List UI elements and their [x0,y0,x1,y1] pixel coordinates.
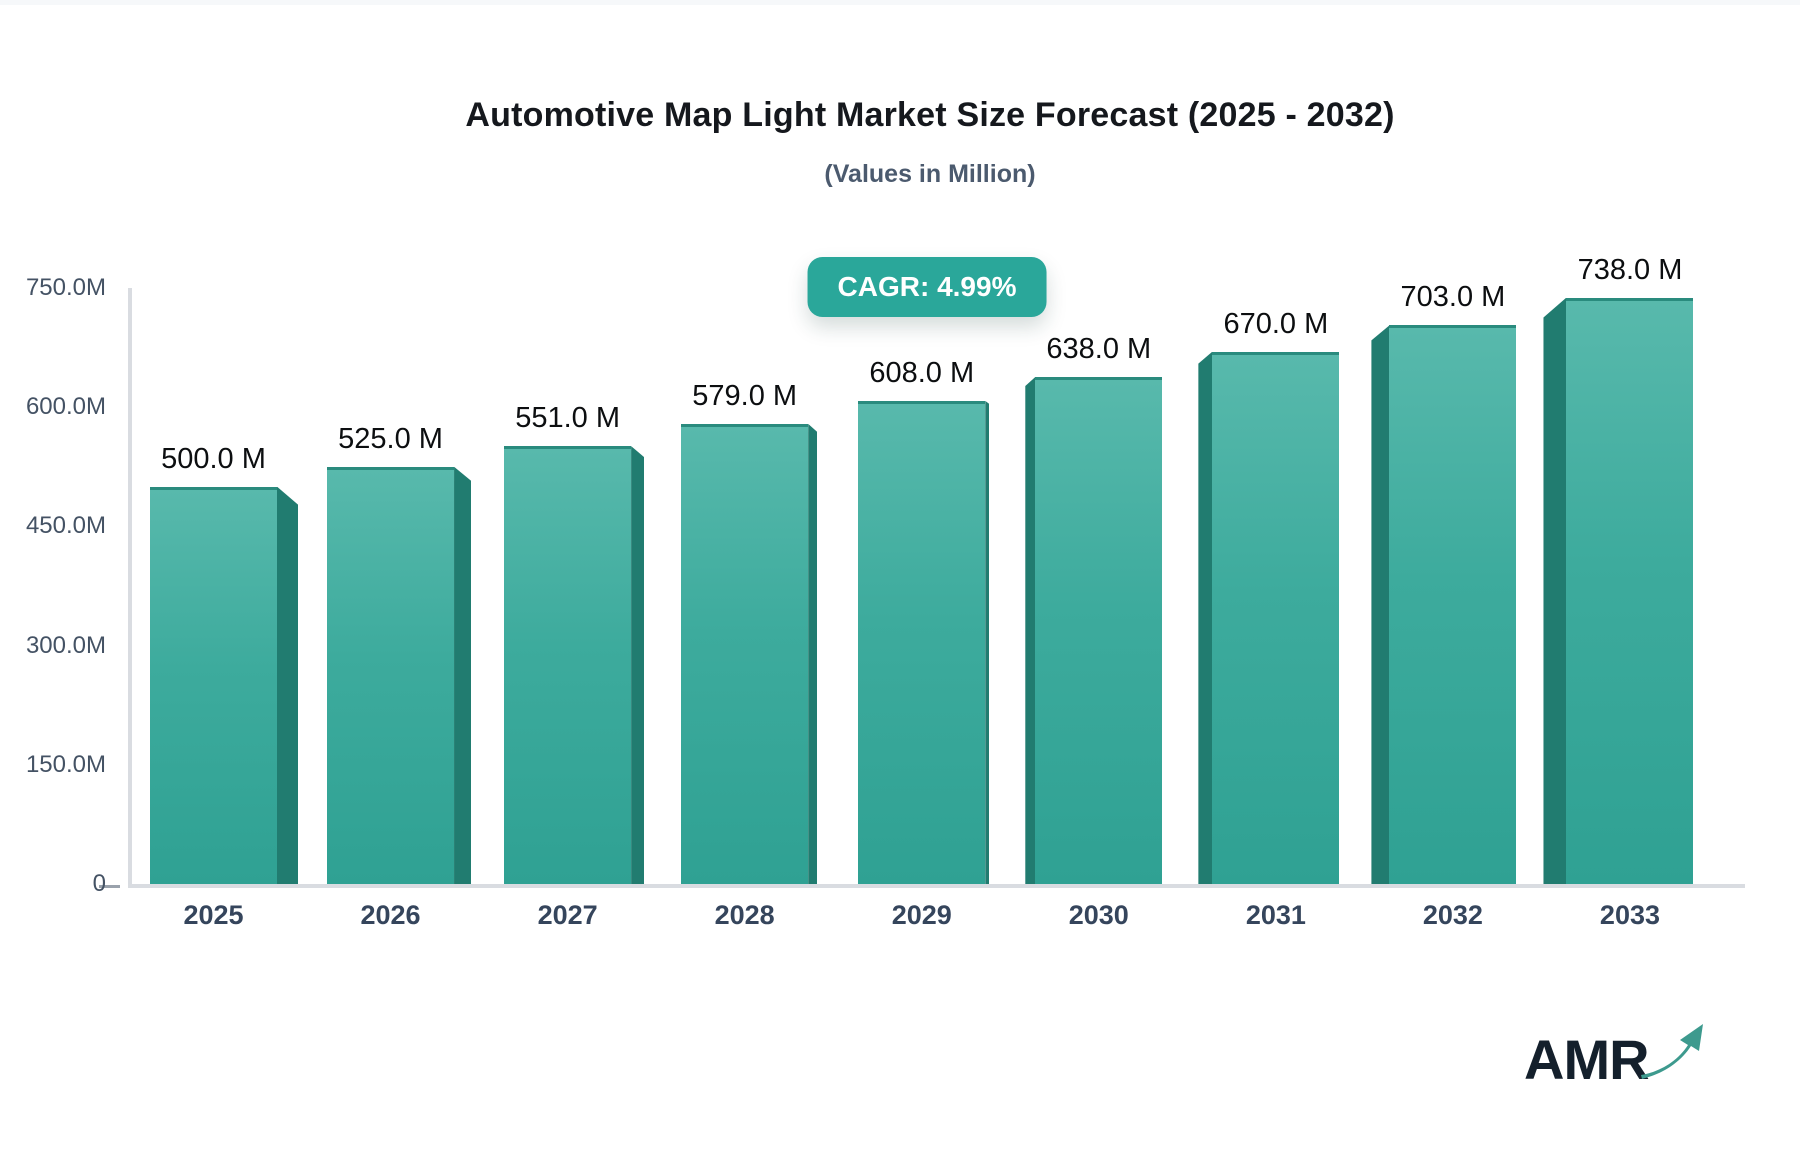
y-tick-label: 150.0M [25,750,106,778]
x-tick-label: 2028 [714,900,775,930]
x-tick-label: 2031 [1245,900,1306,930]
y-axis-line [128,288,132,888]
bar [681,423,809,884]
bar-side-face [1025,377,1036,884]
y-tick-label: 600.0M [25,393,106,421]
x-tick-label: 2026 [360,900,421,930]
x-axis-line [128,884,1745,888]
chart-title: Automotive Map Light Market Size Forecas… [465,96,1395,134]
y-tick-label: 300.0M [25,631,106,659]
bar [1212,351,1340,884]
bar-side-face [631,446,645,884]
chart-subtitle: (Values in Million) [824,160,1036,188]
bar-side-face [454,466,472,884]
bar [1035,377,1163,884]
y-tick-label: 0 [92,870,106,897]
growth-arrow-icon [1639,1020,1705,1085]
bar-value-label: 525.0 M [338,422,443,455]
x-tick-label: 2032 [1422,900,1483,930]
bar-side-face [277,486,298,884]
bar-side-face [1543,297,1567,884]
bar [1566,297,1694,884]
bar [327,466,455,884]
bar-side-face [808,423,818,884]
x-tick-label: 2033 [1599,900,1660,930]
bar-value-label: 551.0 M [515,402,620,435]
bar-value-label: 738.0 M [1577,253,1683,286]
amr-logo-text: AMR [1524,1028,1650,1091]
x-tick-label: 2027 [537,900,598,930]
amr-logo: AMR [1524,1024,1705,1091]
bar-value-label: 670.0 M [1223,307,1329,340]
zero-tick-mark [99,885,120,888]
y-tick-label: 450.0M [25,512,106,540]
bar-side-face [1371,325,1390,884]
x-tick-label: 2030 [1068,900,1129,930]
bar-side-face [1198,351,1213,884]
bar-value-label: 638.0 M [1046,333,1152,365]
bar [1389,325,1517,884]
y-tick-label: 750.0M [25,274,106,301]
bar [504,446,632,884]
bar [858,400,986,884]
bar-value-label: 703.0 M [1400,281,1506,314]
bar-side-face [985,400,990,884]
bar-value-label: 500.0 M [161,442,266,475]
cagr-badge: CAGR: 4.99% [807,257,1047,317]
bar-value-label: 608.0 M [869,356,975,389]
x-tick-label: 2025 [183,900,244,930]
bar-value-label: 579.0 M [692,379,798,412]
window-top-edge [0,0,1800,5]
x-tick-label: 2029 [891,900,952,930]
bar [150,486,277,884]
